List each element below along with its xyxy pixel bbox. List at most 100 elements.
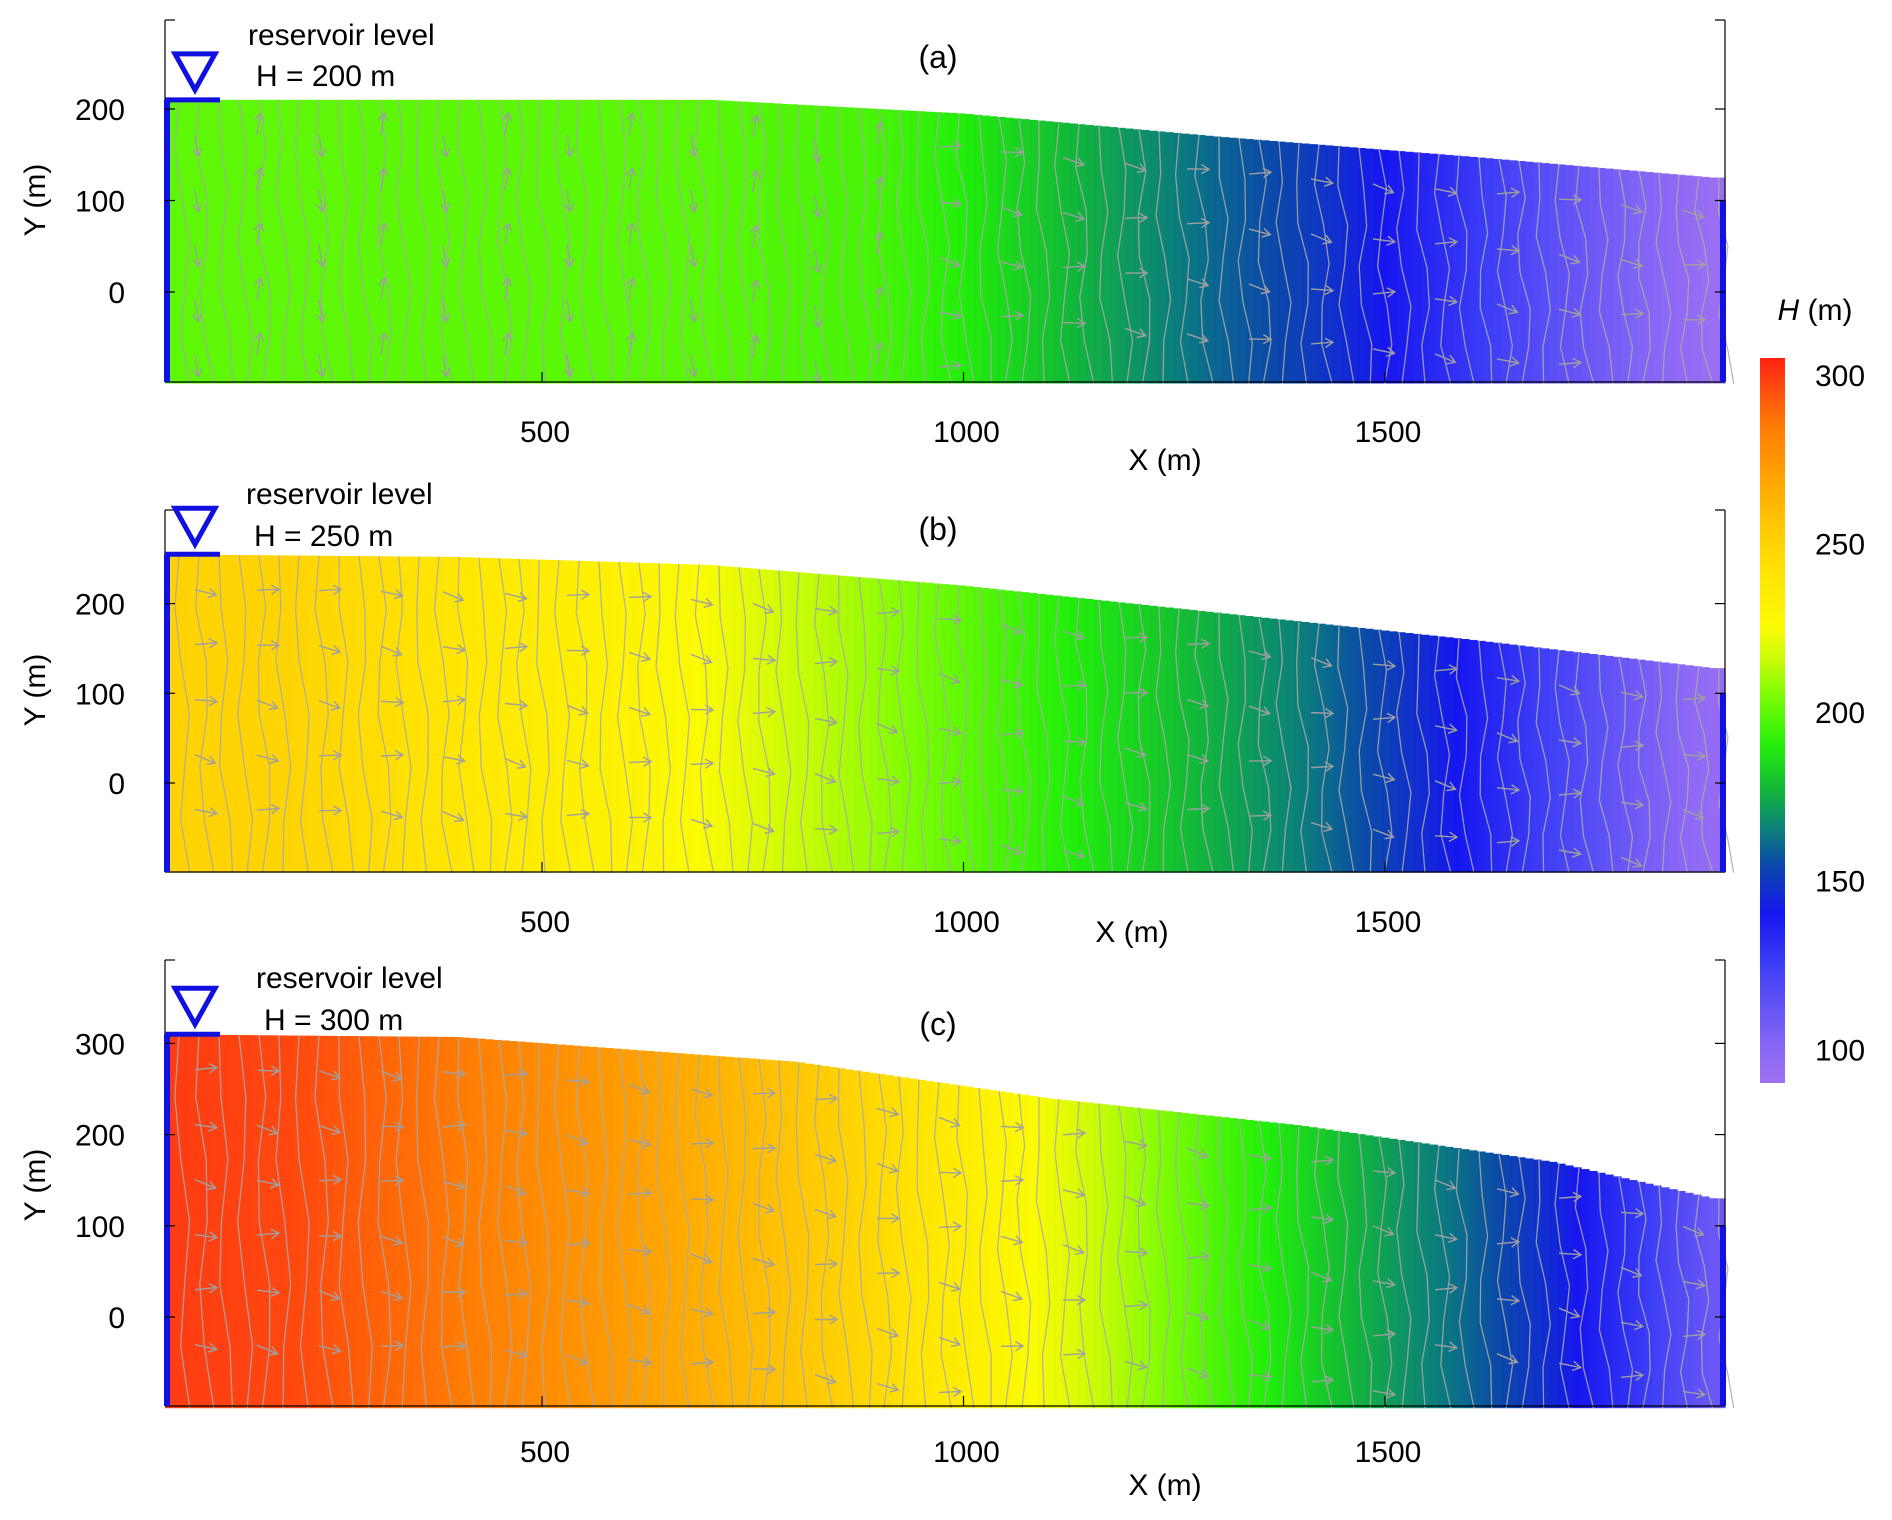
head-cell bbox=[349, 99, 358, 384]
head-cell bbox=[285, 555, 294, 873]
head-cell bbox=[333, 1035, 342, 1409]
flow-arrow-shaft bbox=[1558, 849, 1581, 855]
head-cell bbox=[605, 1048, 614, 1409]
head-cell bbox=[373, 99, 382, 384]
flow-arrow-shaft bbox=[1372, 1390, 1395, 1396]
flow-arrow-head bbox=[1510, 784, 1521, 795]
flow-arrow-head bbox=[890, 1267, 901, 1279]
flow-arrow-shaft bbox=[1310, 765, 1334, 769]
head-cell bbox=[1197, 1114, 1206, 1409]
head-cell bbox=[229, 99, 238, 384]
flow-arrow-head bbox=[1138, 632, 1149, 643]
equipotential-line bbox=[637, 1050, 651, 1409]
equipotential-line bbox=[357, 99, 373, 384]
flow-arrow-shaft bbox=[504, 332, 510, 355]
flow-arrow-shaft bbox=[752, 115, 758, 138]
flow-arrow-head bbox=[703, 818, 714, 829]
head-cell bbox=[253, 1035, 262, 1409]
head-cell bbox=[389, 99, 398, 384]
flow-arrow-head bbox=[1634, 1370, 1645, 1382]
equipotential-line bbox=[895, 110, 912, 384]
head-cell bbox=[629, 99, 638, 384]
head-cell bbox=[309, 99, 318, 384]
flow-arrow-head bbox=[626, 221, 637, 232]
head-cell bbox=[1125, 603, 1134, 873]
head-cell bbox=[1509, 644, 1518, 873]
flow-arrow-head bbox=[1076, 1348, 1087, 1360]
flow-arrow-head bbox=[1323, 176, 1334, 187]
head-cell bbox=[989, 1090, 998, 1409]
head-cell bbox=[365, 99, 374, 384]
flow-arrow-head bbox=[268, 1125, 279, 1136]
flow-arrow-shaft bbox=[380, 590, 403, 597]
head-cell bbox=[821, 106, 830, 384]
head-cell bbox=[253, 555, 262, 873]
head-cell bbox=[941, 584, 950, 873]
equipotential-line bbox=[478, 557, 493, 873]
flow-arrow-shaft bbox=[1682, 1390, 1705, 1396]
flow-arrow-head bbox=[1696, 1329, 1707, 1341]
head-cell bbox=[1069, 123, 1078, 384]
flow-arrow-head bbox=[1324, 337, 1335, 349]
head-cell bbox=[1133, 1107, 1142, 1409]
head-cell bbox=[1213, 612, 1222, 873]
head-cell bbox=[909, 110, 918, 384]
flow-arrow-head bbox=[516, 759, 527, 769]
flow-arrow-head bbox=[206, 1180, 217, 1191]
head-cell bbox=[1349, 1133, 1358, 1409]
equipotential-line bbox=[1296, 1125, 1309, 1409]
head-cell bbox=[917, 1079, 926, 1409]
equipotential-line bbox=[294, 555, 310, 873]
equipotential-line bbox=[1116, 127, 1134, 384]
head-cell bbox=[533, 99, 542, 384]
equipotential-line bbox=[877, 1073, 893, 1409]
equipotential-line bbox=[758, 568, 771, 873]
head-cell bbox=[821, 574, 830, 873]
head-cell bbox=[349, 556, 358, 873]
flow-arrow-shaft bbox=[628, 332, 634, 355]
flow-arrow-shaft bbox=[814, 360, 820, 383]
flow-arrow-head bbox=[330, 1291, 341, 1301]
flow-arrow-head bbox=[1570, 254, 1581, 265]
flow-arrow-shaft bbox=[938, 144, 961, 148]
equipotential-line bbox=[1675, 1190, 1690, 1409]
flow-arrow-shaft bbox=[442, 1181, 465, 1188]
flow-arrow-head bbox=[641, 1137, 652, 1149]
head-cell bbox=[1229, 1118, 1238, 1409]
head-cell bbox=[485, 99, 494, 384]
head-cell bbox=[1221, 613, 1230, 873]
flow-arrow-head bbox=[952, 1221, 963, 1232]
head-cell bbox=[1413, 1142, 1422, 1409]
flow-arrow-head bbox=[704, 1137, 715, 1149]
head-cell bbox=[1645, 660, 1654, 873]
head-cell bbox=[173, 1034, 182, 1409]
head-cell bbox=[1469, 156, 1478, 384]
head-cell bbox=[1589, 167, 1598, 384]
flow-arrow-head bbox=[316, 312, 327, 323]
head-cell bbox=[573, 560, 582, 873]
head-cell bbox=[1269, 140, 1278, 384]
head-cell bbox=[789, 1061, 798, 1409]
flow-arrow-shaft bbox=[1310, 1271, 1332, 1282]
equipotential-line bbox=[978, 1088, 992, 1409]
flow-arrow-shaft bbox=[256, 1232, 279, 1236]
equipotential-line bbox=[1675, 174, 1690, 384]
head-cell bbox=[509, 558, 518, 873]
head-cell bbox=[269, 99, 278, 384]
flow-arrow-head bbox=[1447, 186, 1458, 197]
head-cell bbox=[973, 1087, 982, 1409]
flow-arrow-shaft bbox=[938, 1281, 961, 1290]
flow-arrow-shaft bbox=[1000, 314, 1023, 318]
equipotential-line bbox=[737, 101, 754, 384]
head-cell bbox=[1293, 1125, 1302, 1409]
flow-arrow-shaft bbox=[194, 299, 200, 322]
flow-arrow-shaft bbox=[1558, 1252, 1582, 1256]
flow-arrow-head bbox=[208, 1121, 219, 1132]
flow-arrow-head bbox=[888, 1163, 899, 1174]
flow-arrow-shaft bbox=[1186, 333, 1209, 342]
flow-arrow-shaft bbox=[1682, 753, 1705, 758]
flow-arrow-head bbox=[642, 812, 653, 823]
head-cell bbox=[453, 99, 462, 384]
head-cell bbox=[541, 99, 550, 384]
equipotential-line bbox=[758, 1058, 771, 1409]
